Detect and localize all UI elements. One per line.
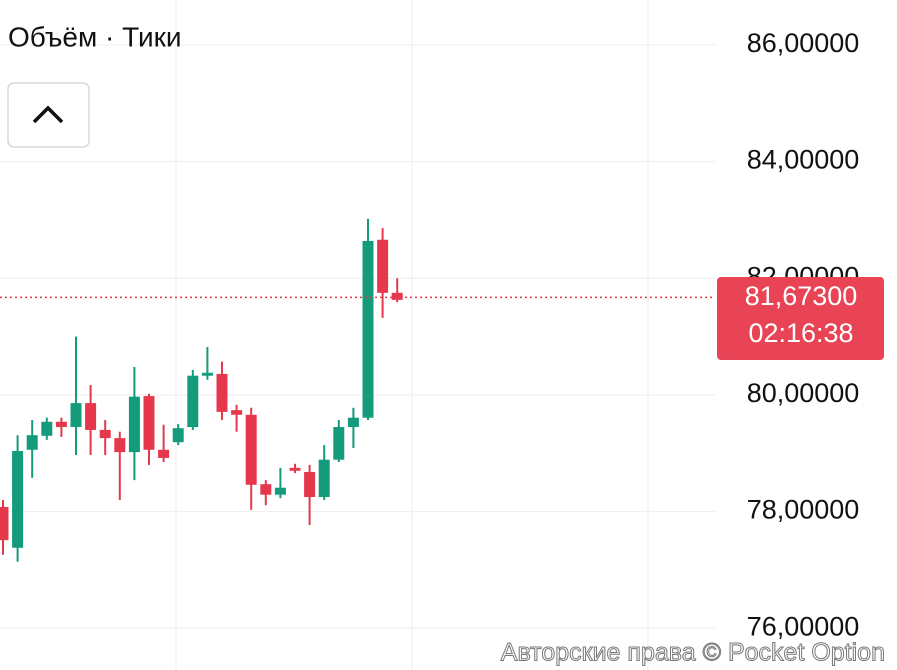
candle-body: [216, 373, 228, 412]
candle-body: [0, 506, 9, 541]
candle-body: [260, 484, 272, 495]
timer: 02:16:38: [748, 318, 853, 348]
candle-body: [55, 421, 67, 428]
chevron-icon: [32, 105, 64, 124]
candle-body: [201, 372, 213, 376]
candle-body: [158, 449, 170, 458]
candle-body: [26, 435, 38, 450]
y-tick-label: 84,00000: [747, 145, 860, 175]
candle-body: [231, 410, 243, 415]
y-tick-label: 76,00000: [747, 611, 860, 641]
current-price-label: 81,67300: [745, 281, 858, 311]
candle-body: [318, 459, 330, 498]
candle-body: [245, 414, 257, 485]
candle-body: [187, 375, 199, 428]
candle-body: [333, 427, 345, 460]
candle-body: [289, 467, 301, 471]
y-tick-label: 78,00000: [747, 495, 860, 525]
candle-body: [41, 421, 53, 436]
y-tick-label: 80,00000: [747, 378, 860, 408]
candle-body: [143, 396, 155, 450]
grid: [0, 44, 715, 629]
candle-body: [172, 428, 184, 443]
candle-body: [304, 471, 316, 498]
candle-body: [70, 403, 82, 428]
candle-body: [85, 403, 97, 430]
candle-body: [114, 438, 126, 453]
collapse-button[interactable]: [7, 82, 90, 148]
candle-body: [12, 450, 24, 548]
candle-body: [391, 292, 403, 300]
candle-body: [274, 487, 286, 495]
copyright: Авторские права © Pocket Option: [501, 639, 885, 667]
candles: [0, 218, 403, 562]
current-price: 81,67300 02:16:38: [0, 277, 884, 360]
candle-body: [99, 429, 111, 439]
candle-body: [347, 417, 359, 428]
candle-body: [362, 240, 374, 418]
indicator-label: Объём · Тики: [8, 21, 182, 52]
price-badge: [717, 277, 884, 360]
candle-body: [377, 239, 389, 293]
candle-body: [128, 396, 140, 453]
y-tick-label: 86,00000: [747, 28, 860, 58]
